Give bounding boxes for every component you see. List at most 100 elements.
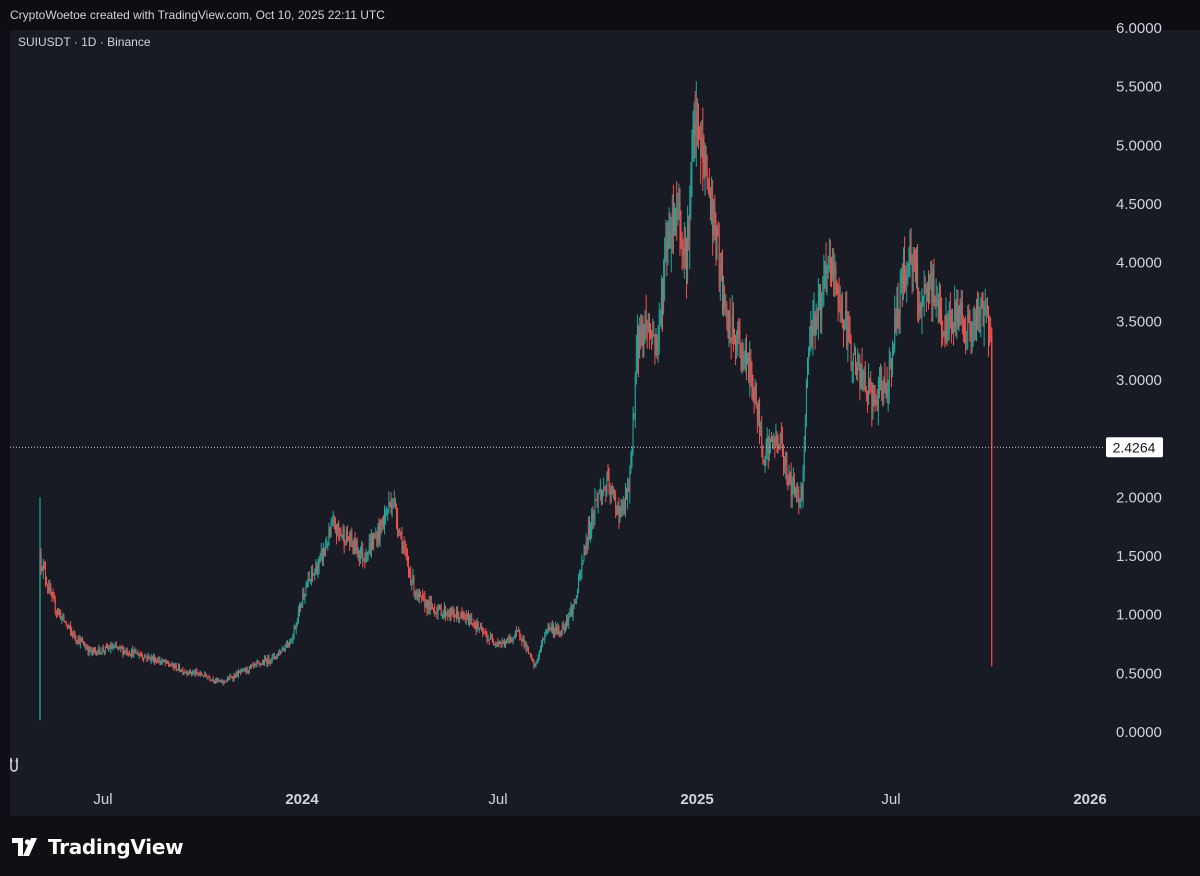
candle-body — [213, 681, 215, 683]
candle-body — [754, 383, 756, 400]
candle-body — [566, 619, 568, 625]
candle-body — [494, 643, 496, 645]
candle-body — [586, 542, 588, 544]
candle-body — [956, 306, 958, 322]
candle-body — [909, 241, 911, 265]
candle-body — [816, 316, 818, 322]
candle-body — [196, 671, 198, 674]
candle-body — [506, 638, 508, 644]
candle-body — [499, 642, 501, 645]
candle-body — [114, 644, 116, 647]
candle-body — [931, 272, 933, 303]
candle-body — [400, 531, 402, 535]
candle-body — [626, 490, 627, 500]
candle-body — [312, 571, 314, 574]
candle-body — [967, 314, 969, 333]
candle-body — [624, 490, 626, 509]
candle-body — [820, 289, 822, 319]
candle-body — [276, 655, 278, 659]
candle-body — [239, 671, 240, 673]
candle-body — [356, 540, 358, 554]
candle-body — [595, 499, 597, 501]
candle-body — [824, 264, 826, 275]
candle-body — [374, 536, 376, 538]
candle-body — [570, 608, 572, 615]
candle-body — [120, 646, 122, 649]
candle-body — [585, 542, 587, 555]
candle-body — [747, 357, 748, 364]
candle-body — [319, 554, 321, 559]
candle-body — [911, 262, 913, 272]
candle-body — [659, 309, 661, 315]
symbol-label[interactable]: SUIUSDT · 1D · Binance — [18, 35, 151, 49]
candle-body — [254, 663, 256, 666]
candle-body — [47, 584, 49, 588]
candle-body — [724, 295, 726, 306]
candle-body — [489, 636, 491, 641]
candle-body — [330, 525, 332, 534]
candle-body — [864, 371, 866, 392]
candle-body — [955, 302, 957, 322]
candle-body — [805, 379, 807, 421]
candle-body — [539, 649, 541, 651]
candle-body — [711, 199, 713, 209]
candle-body — [785, 452, 787, 465]
candle-body — [71, 630, 73, 633]
candle-body — [511, 639, 513, 642]
candle-body — [420, 593, 421, 596]
candle-body — [976, 303, 977, 321]
candle-body-notable — [39, 556, 41, 721]
candle-body — [363, 558, 365, 560]
candle-body — [827, 257, 829, 269]
candle-body — [97, 652, 99, 655]
x-tick-label: 2024 — [285, 791, 319, 808]
candle-body — [972, 320, 974, 328]
candle-body — [611, 486, 613, 494]
candle-body — [184, 672, 186, 674]
candle-body — [171, 663, 173, 666]
candle-body — [271, 655, 273, 661]
candle-body — [478, 628, 480, 630]
candle-body — [936, 299, 938, 301]
candle-body — [560, 631, 562, 635]
x-axis-tick-labels: Jul 2024 Jul 2025 Jul 2026 — [93, 791, 1106, 808]
candle-body — [760, 426, 762, 428]
candle-body — [555, 626, 557, 634]
candlestick-chart[interactable]: 2.4264 0.0000 0.5000 1.0000 1.5000 2.0000 3.0… — [0, 0, 1200, 816]
candle-body — [684, 247, 686, 251]
candle-body — [68, 626, 70, 628]
candle-body — [660, 289, 662, 310]
candle-body — [384, 515, 385, 527]
candle-body — [148, 655, 150, 657]
candle-body — [471, 618, 473, 624]
price-axis[interactable] — [1105, 30, 1200, 816]
x-tick-label: Jul — [488, 791, 507, 808]
candle-body — [808, 354, 810, 361]
candle-body — [877, 381, 879, 411]
candle-body — [125, 650, 127, 653]
x-tick-label: 2025 — [680, 791, 713, 808]
magnet-icon[interactable] — [8, 756, 20, 778]
candle-body — [144, 655, 146, 659]
candle-body — [55, 611, 57, 613]
candle-body — [215, 680, 216, 682]
candle-body — [524, 643, 526, 646]
candle-body — [348, 538, 349, 540]
candle-body — [523, 638, 525, 646]
candle-body — [913, 252, 915, 264]
y-tick-label: 2.0000 — [1116, 489, 1162, 506]
y-axis-tick-labels: 0.0000 0.5000 1.0000 1.5000 2.0000 3.0000 3.50… — [1116, 20, 1162, 741]
chart-pane[interactable] — [10, 30, 1105, 816]
candle-body — [337, 523, 339, 534]
candle-body — [104, 645, 106, 651]
candle-body — [470, 618, 472, 620]
candle-body — [941, 310, 943, 330]
candle-body — [704, 154, 706, 177]
candle-body — [633, 414, 635, 417]
candle-body — [96, 651, 98, 655]
candle-body — [498, 643, 500, 645]
candle-body — [491, 638, 493, 643]
candle-body — [493, 642, 494, 644]
brand[interactable]: TradingView — [12, 835, 184, 859]
candle-body — [106, 645, 107, 647]
